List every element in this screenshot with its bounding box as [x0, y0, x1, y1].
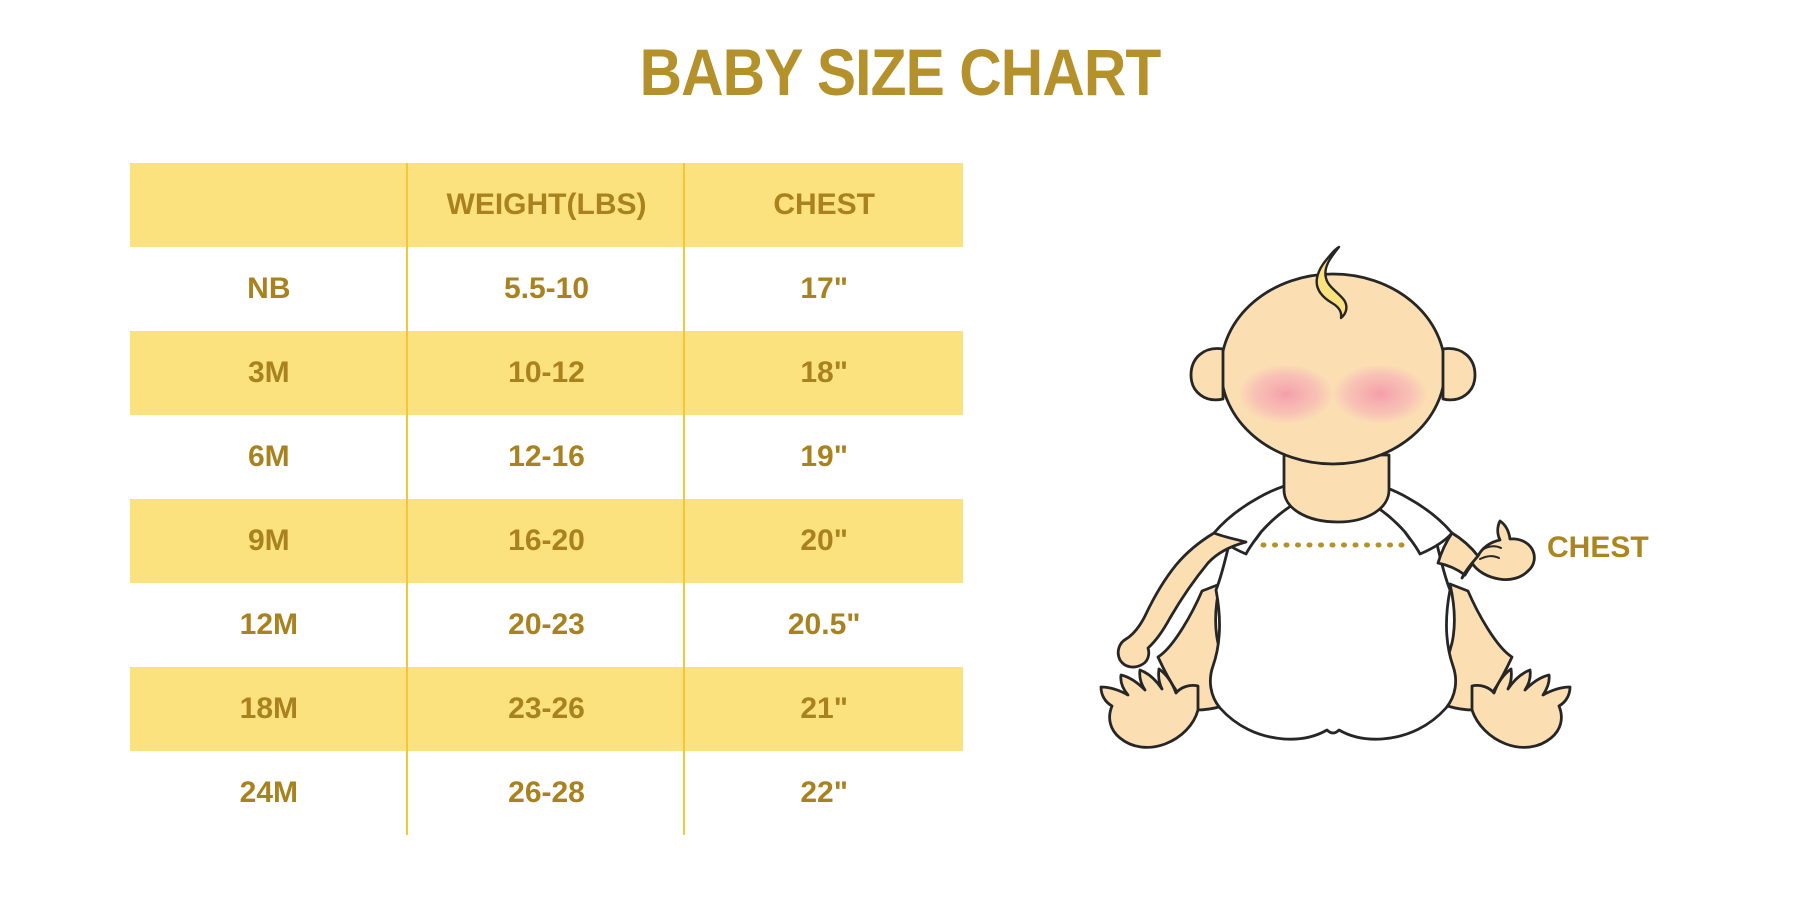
svg-text:CHEST: CHEST [1547, 531, 1649, 564]
